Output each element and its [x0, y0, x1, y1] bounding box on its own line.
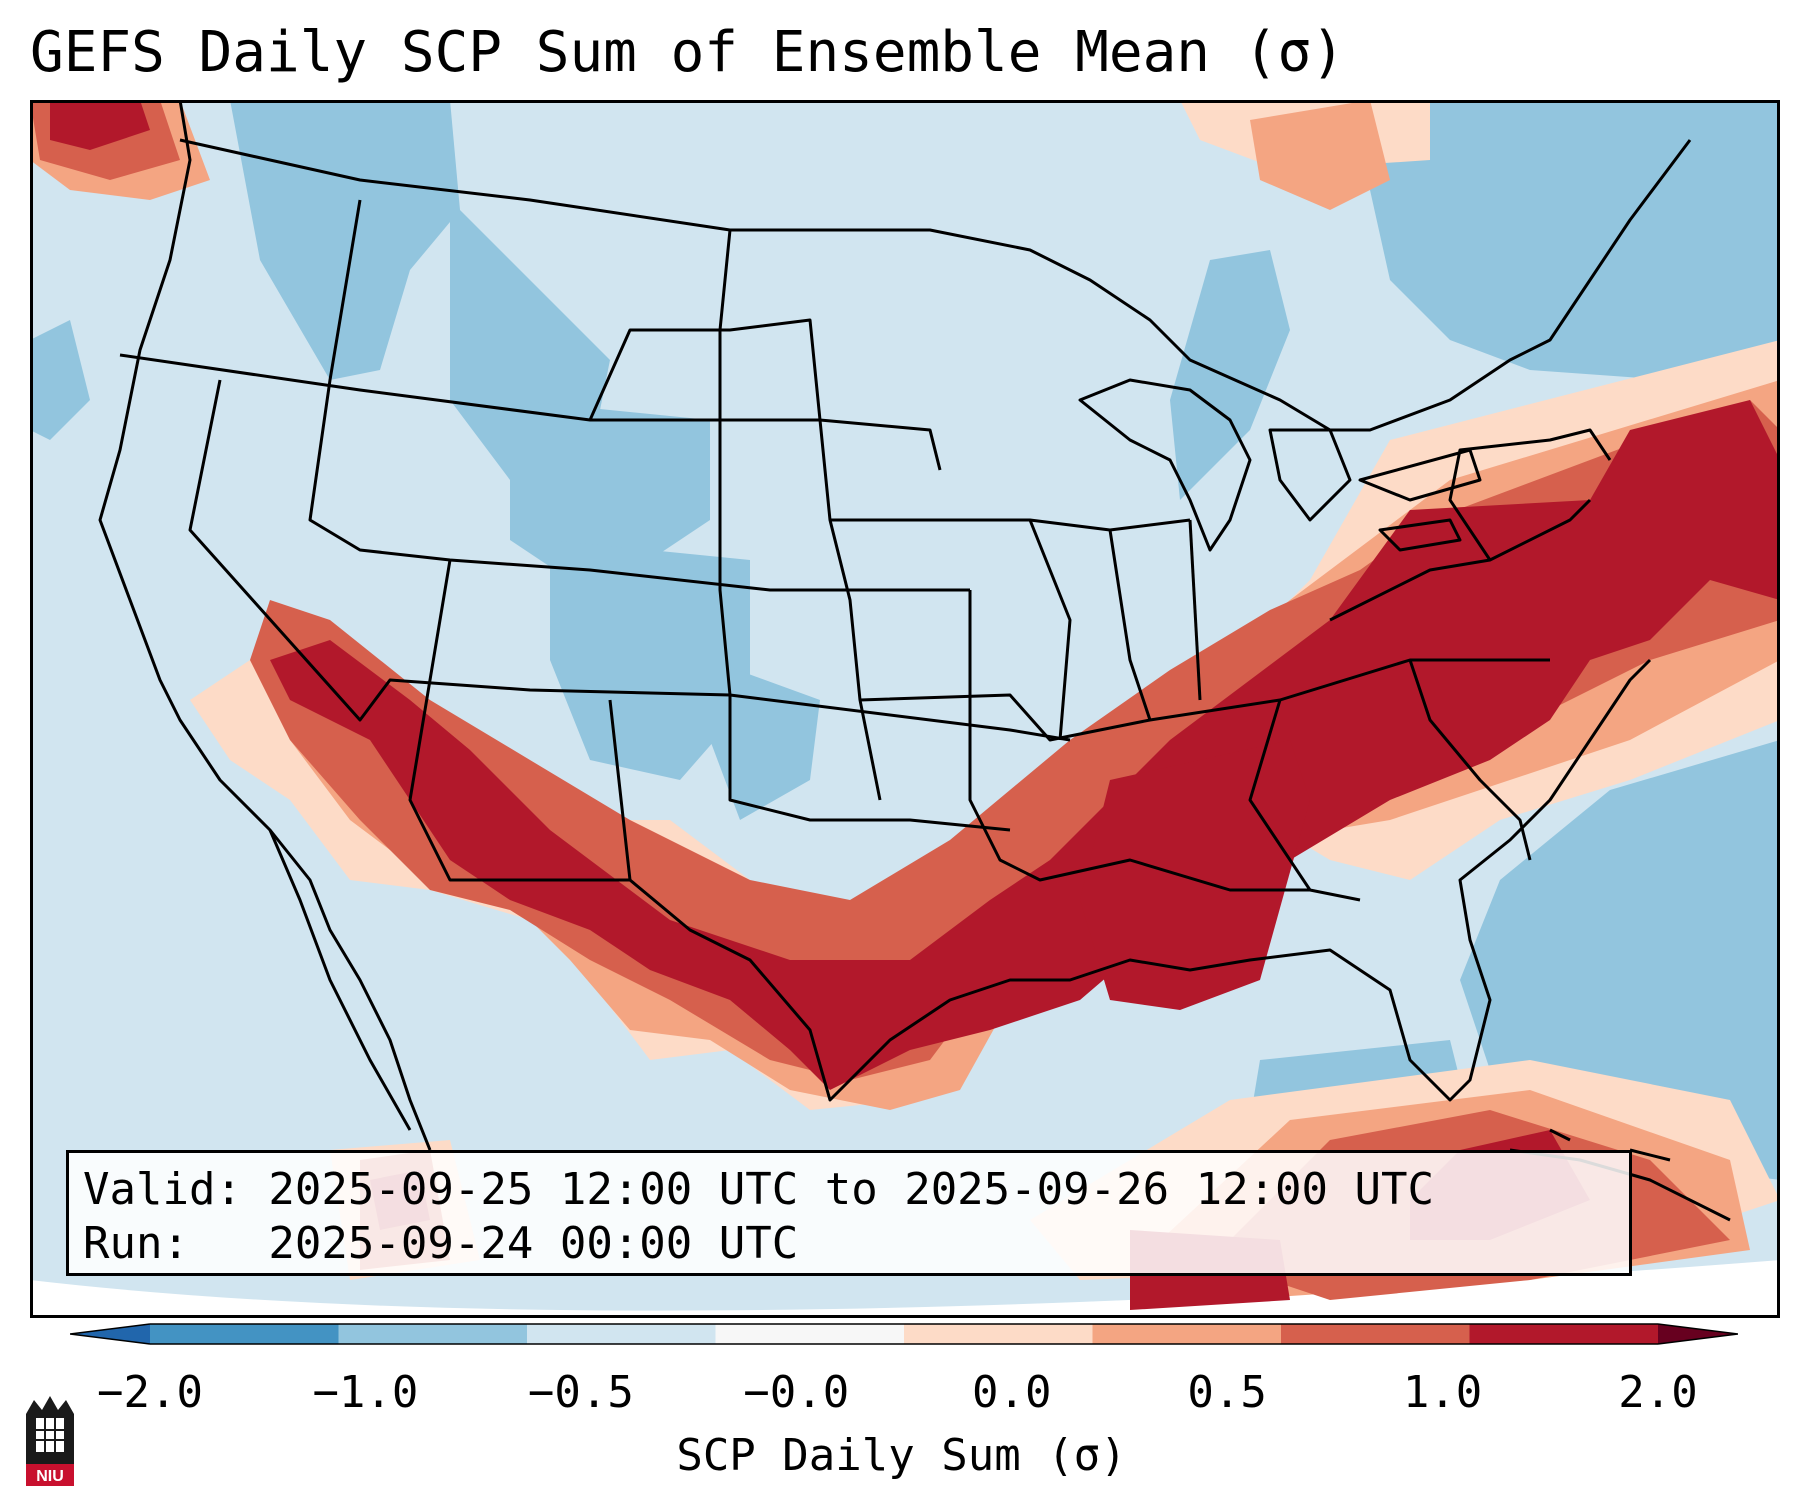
colorbar-tick-label: 0.0 [971, 1367, 1052, 1418]
colorbar-label: SCP Daily Sum (σ) [676, 1430, 1127, 1481]
niu-logo: NIU [26, 1396, 74, 1486]
valid-time-text: Valid: 2025-09-25 12:00 UTC to 2025-09-2… [83, 1164, 1435, 1215]
colorbar-tick-label: 1.0 [1402, 1367, 1483, 1418]
colorbar [70, 1323, 1738, 1345]
colorbar-tick-label: 2.0 [1618, 1367, 1698, 1418]
logo-text: NIU [36, 1468, 64, 1485]
validity-infobox: Valid: 2025-09-25 12:00 UTC to 2025-09-2… [66, 1150, 1632, 1276]
colorbar-segment [338, 1324, 528, 1344]
colorbar-over-arrow [1658, 1324, 1738, 1344]
colorbar-segment [527, 1324, 716, 1344]
colorbar-tick-label: −0.5 [527, 1367, 634, 1418]
colorbar-segment [1281, 1324, 1470, 1344]
colorbar-segment [150, 1324, 339, 1344]
map-frame [30, 100, 1780, 1318]
map-title: GEFS Daily SCP Sum of Ensemble Mean (σ) [30, 20, 1345, 85]
colorbar-tick-label: −2.0 [97, 1367, 203, 1418]
colorbar-tick-label: −0.0 [743, 1367, 850, 1418]
projection-edge [30, 1260, 1780, 1318]
colorbar-tick-label: −1.0 [312, 1367, 419, 1418]
colorbar-segment [1092, 1324, 1282, 1344]
colorbar-segment [715, 1324, 905, 1344]
colorbar-under-arrow [70, 1324, 150, 1344]
run-time-text: Run: 2025-09-24 00:00 UTC [83, 1218, 799, 1269]
colorbar-segment [904, 1324, 1093, 1344]
scp-map [30, 100, 1780, 1318]
political-boundaries [98, 100, 1731, 1222]
colorbar-tick-label: 0.5 [1187, 1367, 1267, 1418]
colorbar-segment [1469, 1324, 1659, 1344]
